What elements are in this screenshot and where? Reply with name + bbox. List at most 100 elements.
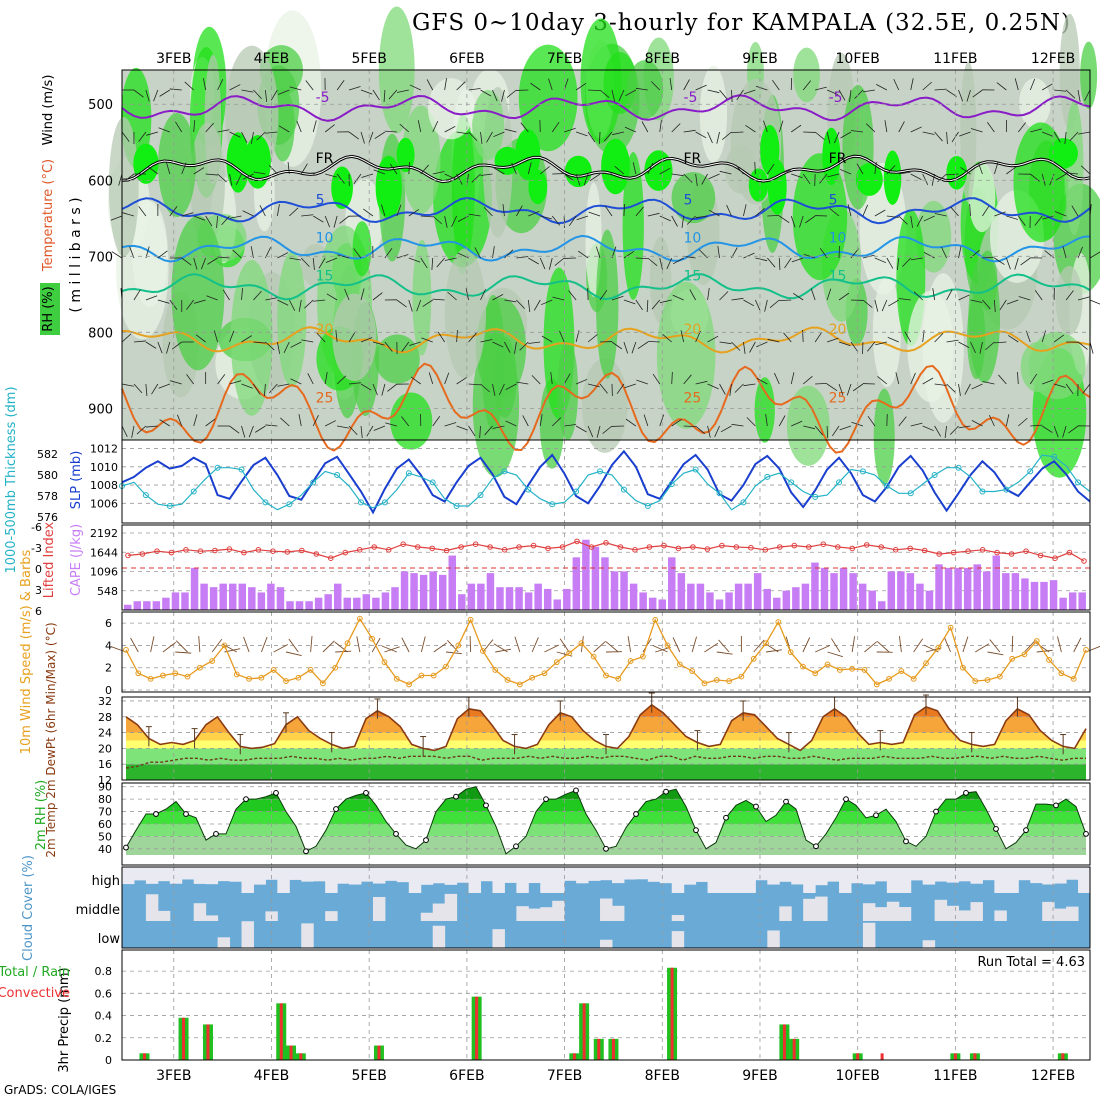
wind-barb [671,173,684,177]
cloud-clear-cell [492,867,505,893]
wind-barb [1077,296,1090,301]
cape-bar [811,562,819,610]
lifted-index-tick-label: 6 [35,605,42,618]
wind-barb [1055,173,1067,181]
cape-bar [314,597,323,610]
cape-bar [696,583,705,610]
rh-bands [126,786,1086,855]
wind-barb [731,89,733,103]
pressure-axis-label: ( m i l l i b a r s ) [68,197,84,312]
wind-barb [531,375,541,385]
precip-tick-label: 0.2 [95,1032,113,1045]
wind-barb [145,425,158,428]
wind-speed-point [1009,655,1016,662]
rh-point [603,845,609,852]
wind-barb [946,383,956,393]
wind-barb [550,372,553,385]
rh-tick-label: 50 [98,830,112,843]
precip-convective-bar [792,1038,796,1060]
wind-barb [618,89,625,102]
wind-barb [791,420,803,427]
cloud-clear-cell [755,867,768,881]
wind-barb [652,373,661,385]
wind-barb [181,162,187,175]
wind-barb [171,341,182,350]
cloud-clear-cell [767,867,780,885]
cape-bar [725,592,733,610]
pressure-tick-label: 700 [88,250,113,265]
cloud-clear-cell [516,906,529,921]
wind-barb [829,208,840,217]
rh-point [633,811,639,817]
wind-barb [265,341,275,351]
wind-speed-point [787,649,794,656]
wind-barb [169,206,178,217]
precip-convective-bar [475,996,479,1060]
rh-point [723,814,729,821]
cloud-clear-cell [241,867,254,893]
cape-bar [983,571,991,610]
wind-barb [444,173,456,180]
cloud-clear-cell [492,929,505,948]
wind-speed-point [516,681,523,688]
thickness-point [429,479,436,486]
date-tick-label-bottom: 7FEB [547,1068,582,1084]
rh-point [483,802,489,809]
temperature-band [126,764,1086,780]
wind-barb [456,425,469,431]
rh-shading [390,392,433,450]
thickness-point [644,503,651,510]
wind-barb-10m [211,638,223,653]
wind-barb [1030,128,1042,133]
wind-barb [589,173,601,182]
wind-barb [1006,215,1018,220]
cape-bar [162,597,170,610]
wind-barb [348,131,360,140]
wind-barb [504,299,517,303]
wind-barb [373,425,386,431]
wind-barb [186,374,195,385]
cape-bar [706,592,714,610]
wind-barb [222,289,230,301]
wind-speed-point [910,675,917,682]
rh-point [1023,827,1029,834]
lifted-index-point [313,551,320,557]
wind-barb [910,126,922,133]
wind-barb [235,173,242,185]
rh-shading [786,385,830,466]
wind-barb [232,249,242,259]
temperature-contour-5 [121,196,1091,225]
cloud-clear-cell [229,867,243,882]
cloud-clear-cell [839,867,852,893]
thickness-point [716,490,723,497]
wind-barb [814,331,823,343]
temperature-tick-label: 12 [98,774,112,787]
wind-barb [913,291,923,301]
wind-barb [1054,383,1066,388]
cape-bar [773,597,781,610]
cloud-clear-cell [588,867,601,881]
wind-barb [184,81,194,91]
wind-barb [958,294,970,301]
temperature-contour-label: 20 [316,322,334,338]
wind-barb [716,131,720,144]
thickness-series-line [121,454,1091,511]
lifted-index-point [356,547,363,553]
wind-barb-10m [764,642,779,653]
cape-bar [925,590,934,610]
wind-barb [564,127,576,133]
thickness-point [955,464,962,471]
panel-frame [121,611,1091,693]
wind-barb [1053,131,1061,143]
wind-barb [791,257,804,263]
wind-barb [468,131,478,141]
wind-speed-point [849,665,856,672]
cloud-clear-cell [456,867,470,883]
wind-barb [877,376,888,385]
wind-barb [301,214,314,217]
cape-bar [591,546,600,610]
wind-barb [669,78,673,91]
rh-shading [412,239,432,356]
wind-barb [982,205,990,217]
wind-barb [298,299,302,312]
